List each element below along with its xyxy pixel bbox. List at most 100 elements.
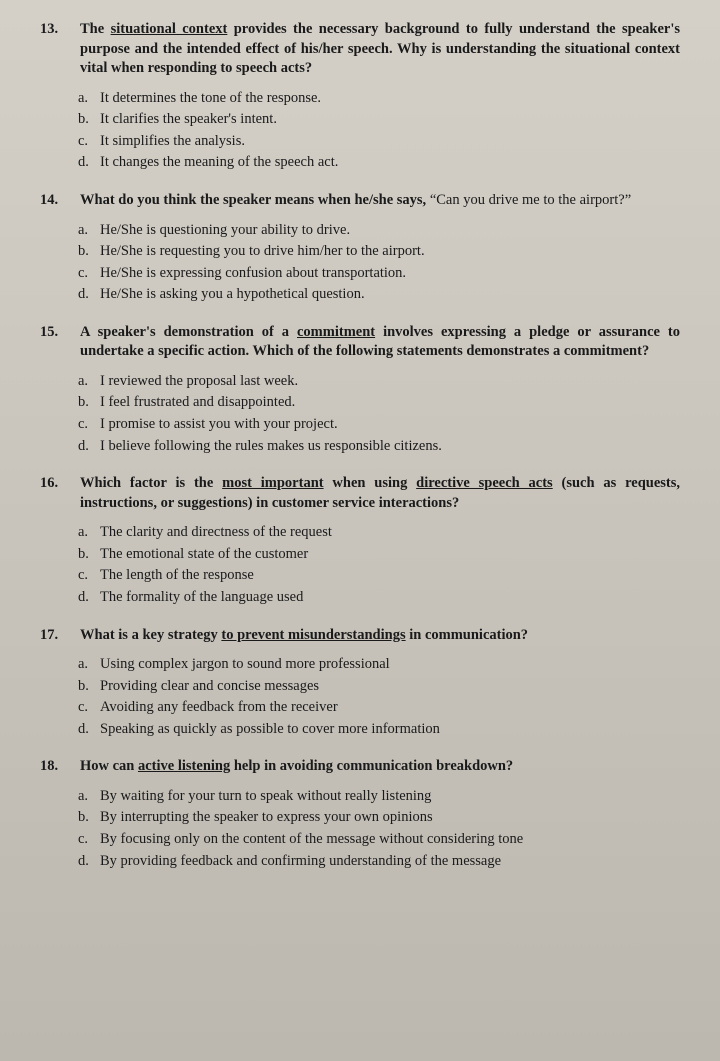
option-b: b.It clarifies the speaker's intent.: [78, 110, 680, 130]
stem-text-post: help in avoiding communication breakdown…: [230, 758, 513, 774]
stem-text-post: in communication?: [406, 627, 528, 643]
stem-text-pre: A speaker's demonstration of a: [80, 324, 297, 340]
stem-underline-1: most important: [222, 475, 323, 491]
question-stem: Which factor is the most important when …: [80, 474, 680, 513]
option-d: d.I believe following the rules makes us…: [78, 437, 680, 457]
stem-text-pre: What is a key strategy: [80, 627, 221, 643]
option-letter: b.: [78, 393, 100, 413]
question-14: 14. What do you think the speaker means …: [40, 191, 680, 305]
stem-quote: “Can you drive me to the airport?”: [430, 192, 631, 208]
options-list: a.I reviewed the proposal last week. b.I…: [78, 372, 680, 456]
stem-underline: to prevent misunderstandings: [221, 627, 405, 643]
option-text: I reviewed the proposal last week.: [100, 372, 680, 392]
question-stem: A speaker's demonstration of a commitmen…: [80, 323, 680, 362]
option-letter: a.: [78, 372, 100, 392]
option-c: c.By focusing only on the content of the…: [78, 830, 680, 850]
question-header: 16. Which factor is the most important w…: [40, 474, 680, 513]
option-letter: b.: [78, 808, 100, 828]
question-number: 15.: [40, 323, 80, 343]
question-number: 13.: [40, 20, 80, 40]
option-text: The emotional state of the customer: [100, 545, 680, 565]
option-text: It changes the meaning of the speech act…: [100, 153, 680, 173]
option-letter: c.: [78, 264, 100, 284]
option-letter: c.: [78, 566, 100, 586]
question-17: 17. What is a key strategy to prevent mi…: [40, 626, 680, 740]
stem-text-mid: when using: [324, 475, 417, 491]
option-b: b.He/She is requesting you to drive him/…: [78, 242, 680, 262]
option-d: d.Speaking as quickly as possible to cov…: [78, 720, 680, 740]
option-text: I feel frustrated and disappointed.: [100, 393, 680, 413]
option-b: b.I feel frustrated and disappointed.: [78, 393, 680, 413]
option-text: By interrupting the speaker to express y…: [100, 808, 680, 828]
question-number: 18.: [40, 757, 80, 777]
options-list: a.The clarity and directness of the requ…: [78, 523, 680, 607]
option-c: c.The length of the response: [78, 566, 680, 586]
option-letter: b.: [78, 242, 100, 262]
question-stem: What do you think the speaker means when…: [80, 191, 680, 211]
question-16: 16. Which factor is the most important w…: [40, 474, 680, 607]
option-letter: c.: [78, 415, 100, 435]
option-b: b.Providing clear and concise messages: [78, 677, 680, 697]
option-text: He/She is asking you a hypothetical ques…: [100, 285, 680, 305]
option-letter: a.: [78, 787, 100, 807]
option-letter: d.: [78, 588, 100, 608]
option-a: a.Using complex jargon to sound more pro…: [78, 655, 680, 675]
option-letter: a.: [78, 89, 100, 109]
option-text: Providing clear and concise messages: [100, 677, 680, 697]
option-text: The length of the response: [100, 566, 680, 586]
question-header: 17. What is a key strategy to prevent mi…: [40, 626, 680, 646]
option-text: By providing feedback and confirming und…: [100, 852, 680, 872]
option-letter: c.: [78, 698, 100, 718]
option-letter: a.: [78, 655, 100, 675]
option-text: By waiting for your turn to speak withou…: [100, 787, 680, 807]
option-c: c.Avoiding any feedback from the receive…: [78, 698, 680, 718]
option-text: I promise to assist you with your projec…: [100, 415, 680, 435]
option-letter: c.: [78, 830, 100, 850]
question-header: 14. What do you think the speaker means …: [40, 191, 680, 211]
option-c: c.It simplifies the analysis.: [78, 132, 680, 152]
option-b: b.By interrupting the speaker to express…: [78, 808, 680, 828]
question-stem: What is a key strategy to prevent misund…: [80, 626, 680, 646]
option-a: a.I reviewed the proposal last week.: [78, 372, 680, 392]
option-text: It clarifies the speaker's intent.: [100, 110, 680, 130]
option-text: By focusing only on the content of the m…: [100, 830, 680, 850]
option-d: d.He/She is asking you a hypothetical qu…: [78, 285, 680, 305]
option-text: The formality of the language used: [100, 588, 680, 608]
option-text: Avoiding any feedback from the receiver: [100, 698, 680, 718]
question-number: 17.: [40, 626, 80, 646]
option-letter: b.: [78, 545, 100, 565]
options-list: a.By waiting for your turn to speak with…: [78, 787, 680, 871]
option-c: c.I promise to assist you with your proj…: [78, 415, 680, 435]
option-c: c.He/She is expressing confusion about t…: [78, 264, 680, 284]
stem-underline-2: directive speech acts: [416, 475, 553, 491]
question-18: 18. How can active listening help in avo…: [40, 757, 680, 871]
option-letter: a.: [78, 523, 100, 543]
option-text: Using complex jargon to sound more profe…: [100, 655, 680, 675]
question-header: 13. The situational context provides the…: [40, 20, 680, 79]
option-letter: d.: [78, 285, 100, 305]
question-15: 15. A speaker's demonstration of a commi…: [40, 323, 680, 456]
options-list: a.Using complex jargon to sound more pro…: [78, 655, 680, 739]
option-letter: c.: [78, 132, 100, 152]
options-list: a.He/She is questioning your ability to …: [78, 221, 680, 305]
option-letter: d.: [78, 852, 100, 872]
option-letter: b.: [78, 110, 100, 130]
question-number: 14.: [40, 191, 80, 211]
question-13: 13. The situational context provides the…: [40, 20, 680, 173]
option-a: a.The clarity and directness of the requ…: [78, 523, 680, 543]
question-header: 18. How can active listening help in avo…: [40, 757, 680, 777]
option-text: The clarity and directness of the reques…: [100, 523, 680, 543]
stem-text-pre: The: [80, 21, 111, 37]
option-text: He/She is requesting you to drive him/he…: [100, 242, 680, 262]
question-stem: The situational context provides the nec…: [80, 20, 680, 79]
option-a: a.It determines the tone of the response…: [78, 89, 680, 109]
option-letter: d.: [78, 153, 100, 173]
option-text: He/She is expressing confusion about tra…: [100, 264, 680, 284]
question-header: 15. A speaker's demonstration of a commi…: [40, 323, 680, 362]
option-text: He/She is questioning your ability to dr…: [100, 221, 680, 241]
option-text: Speaking as quickly as possible to cover…: [100, 720, 680, 740]
options-list: a.It determines the tone of the response…: [78, 89, 680, 173]
stem-underline: situational context: [111, 21, 228, 37]
option-letter: b.: [78, 677, 100, 697]
question-stem: How can active listening help in avoidin…: [80, 757, 680, 777]
